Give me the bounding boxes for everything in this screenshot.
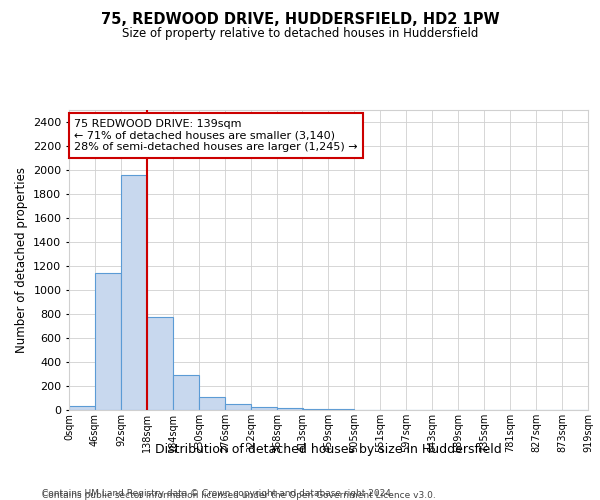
Bar [95,273,121,410]
Text: Size of property relative to detached houses in Huddersfield: Size of property relative to detached ho… [122,28,478,40]
Bar [251,407,277,410]
Bar [147,317,173,410]
Bar [302,409,328,410]
Text: Distribution of detached houses by size in Huddersfield: Distribution of detached houses by size … [155,442,502,456]
Bar [199,398,225,410]
Bar [69,406,95,410]
Bar [277,408,303,410]
Text: Contains public sector information licensed under the Open Government Licence v3: Contains public sector information licen… [42,491,436,500]
Bar [225,404,251,410]
Text: Contains HM Land Registry data © Crown copyright and database right 2024.: Contains HM Land Registry data © Crown c… [42,488,394,498]
Text: 75 REDWOOD DRIVE: 139sqm
← 71% of detached houses are smaller (3,140)
28% of sem: 75 REDWOOD DRIVE: 139sqm ← 71% of detach… [74,119,358,152]
Text: 75, REDWOOD DRIVE, HUDDERSFIELD, HD2 1PW: 75, REDWOOD DRIVE, HUDDERSFIELD, HD2 1PW [101,12,499,28]
Bar [173,374,199,410]
Y-axis label: Number of detached properties: Number of detached properties [14,167,28,353]
Bar [121,175,147,410]
